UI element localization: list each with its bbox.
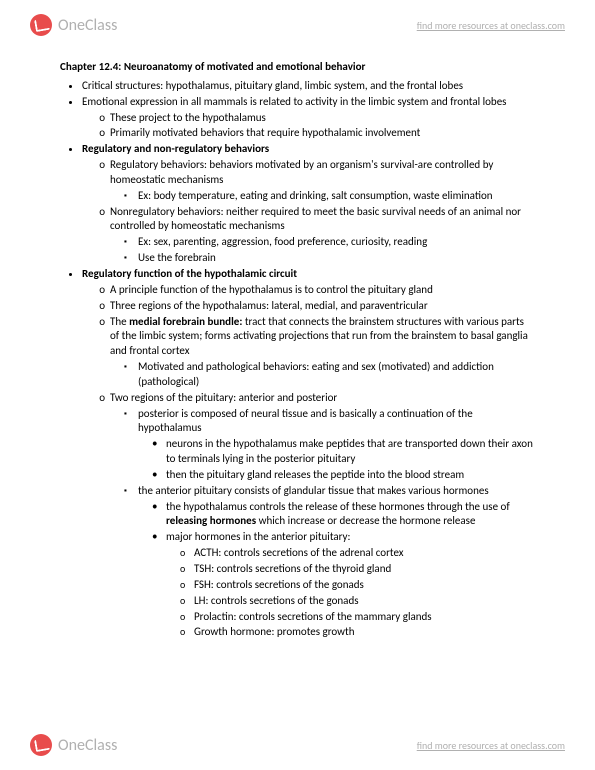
list-item: Primarily motivated behaviors that requi… bbox=[110, 126, 535, 141]
list-item: FSH: controls secretions of the gonads bbox=[194, 578, 535, 593]
text: Emotional expression in all mammals is r… bbox=[82, 95, 506, 108]
text: The bbox=[110, 315, 129, 328]
sublist: Regulatory behaviors: behaviors motivate… bbox=[82, 158, 535, 266]
list-item: A principle function of the hypothalamus… bbox=[110, 283, 535, 298]
sublist: the hypothalamus controls the release of… bbox=[138, 500, 535, 641]
text: which increase or decrease the hormone r… bbox=[256, 514, 475, 527]
list-item: major hormones in the anterior pituitary… bbox=[166, 530, 535, 640]
sublist: ACTH: controls secretions of the adrenal… bbox=[166, 546, 535, 640]
text: Two regions of the pituitary: anterior a… bbox=[110, 391, 337, 404]
list-item: Ex: body temperature, eating and drinkin… bbox=[138, 189, 535, 204]
term: releasing hormones bbox=[166, 514, 256, 527]
sublist: neurons in the hypothalamus make peptide… bbox=[138, 437, 535, 483]
text: posterior is composed of neural tissue a… bbox=[138, 407, 473, 435]
resources-link-bottom[interactable]: find more resources at oneclass.com bbox=[417, 739, 565, 752]
text: Nonregulatory behaviors: neither require… bbox=[110, 205, 521, 233]
brand-logo-footer: OneClass bbox=[30, 734, 117, 756]
page-header: OneClass find more resources at oneclass… bbox=[0, 0, 595, 50]
list-item: neurons in the hypothalamus make peptide… bbox=[166, 437, 535, 467]
text: the anterior pituitary consists of gland… bbox=[138, 484, 489, 497]
sublist: Ex: body temperature, eating and drinkin… bbox=[110, 189, 535, 204]
list-item: TSH: controls secretions of the thyroid … bbox=[194, 562, 535, 577]
brand-logo: OneClass bbox=[30, 14, 117, 36]
list-item: LH: controls secretions of the gonads bbox=[194, 594, 535, 609]
list-item: Critical structures: hypothalamus, pitui… bbox=[82, 79, 535, 94]
text: major hormones in the anterior pituitary… bbox=[166, 530, 350, 543]
list-item: Growth hormone: promotes growth bbox=[194, 625, 535, 640]
resources-link-top[interactable]: find more resources at oneclass.com bbox=[417, 19, 565, 32]
list-item: posterior is composed of neural tissue a… bbox=[138, 407, 535, 483]
list-item: Nonregulatory behaviors: neither require… bbox=[110, 205, 535, 266]
section-heading: Regulatory function of the hypothalamic … bbox=[82, 267, 297, 280]
page-footer: OneClass find more resources at oneclass… bbox=[0, 720, 595, 770]
list-item: Regulatory function of the hypothalamic … bbox=[82, 267, 535, 640]
list-item: Regulatory behaviors: behaviors motivate… bbox=[110, 158, 535, 204]
text: the hypothalamus controls the release of… bbox=[166, 500, 510, 513]
section-heading: Regulatory and non-regulatory behaviors bbox=[82, 142, 269, 155]
sublist: Motivated and pathological behaviors: ea… bbox=[110, 360, 535, 390]
logo-icon bbox=[30, 14, 52, 36]
logo-icon bbox=[30, 734, 52, 756]
sublist: posterior is composed of neural tissue a… bbox=[110, 407, 535, 641]
list-item: then the pituitary gland releases the pe… bbox=[166, 468, 535, 483]
chapter-title: Chapter 12.4: Neuroanatomy of motivated … bbox=[60, 60, 535, 75]
document-body: Chapter 12.4: Neuroanatomy of motivated … bbox=[0, 50, 595, 701]
list-item: Emotional expression in all mammals is r… bbox=[82, 95, 535, 142]
list-item: ACTH: controls secretions of the adrenal… bbox=[194, 546, 535, 561]
text: Regulatory behaviors: behaviors motivate… bbox=[110, 158, 493, 186]
brand-name: OneClass bbox=[58, 16, 117, 35]
list-item: Motivated and pathological behaviors: ea… bbox=[138, 360, 535, 390]
list-item: These project to the hypothalamus bbox=[110, 111, 535, 126]
list-item: Two regions of the pituitary: anterior a… bbox=[110, 391, 535, 641]
list-item: the hypothalamus controls the release of… bbox=[166, 500, 535, 530]
list-item: Use the forebrain bbox=[138, 251, 535, 266]
sublist: Ex: sex, parenting, aggression, food pre… bbox=[110, 235, 535, 266]
list-item: The medial forebrain bundle: tract that … bbox=[110, 315, 535, 390]
list-item: Prolactin: controls secretions of the ma… bbox=[194, 610, 535, 625]
list-item: Regulatory and non-regulatory behaviors … bbox=[82, 142, 535, 266]
outline-root: Critical structures: hypothalamus, pitui… bbox=[60, 79, 535, 640]
list-item: the anterior pituitary consists of gland… bbox=[138, 484, 535, 640]
brand-name: OneClass bbox=[58, 736, 117, 755]
sublist: A principle function of the hypothalamus… bbox=[82, 283, 535, 640]
list-item: Three regions of the hypothalamus: later… bbox=[110, 299, 535, 314]
term: medial forebrain bundle: bbox=[129, 315, 242, 328]
list-item: Ex: sex, parenting, aggression, food pre… bbox=[138, 235, 535, 250]
sublist: These project to the hypothalamus Primar… bbox=[82, 111, 535, 142]
